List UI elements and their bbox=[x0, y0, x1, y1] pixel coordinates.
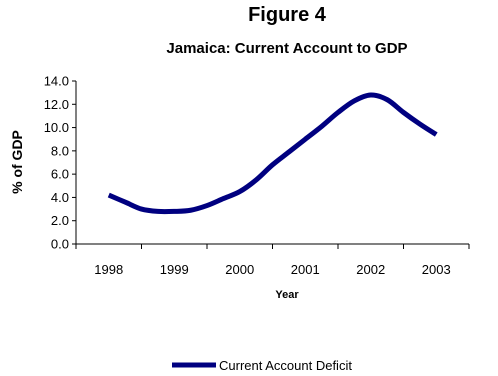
x-tick-label: 2003 bbox=[422, 262, 451, 277]
y-tick-label: 6.0 bbox=[51, 167, 69, 182]
y-tick-label: 4.0 bbox=[51, 190, 69, 205]
y-tick-label: 0.0 bbox=[51, 237, 69, 252]
x-tick-label: 2002 bbox=[356, 262, 385, 277]
y-tick-label: 14.0 bbox=[44, 74, 69, 89]
series-layer bbox=[107, 92, 438, 215]
legend-label: Current Account Deficit bbox=[219, 358, 352, 373]
y-ticks: 0.0 2.0 4.0 6.0 8.0 10.0 12.0 14.0 bbox=[44, 74, 76, 252]
x-tick-label: 1998 bbox=[94, 262, 123, 277]
x-tick-label: 2001 bbox=[291, 262, 320, 277]
series-line-current-account-deficit bbox=[107, 92, 438, 215]
y-axis-label: % of GDP bbox=[9, 130, 25, 194]
y-tick-label: 2.0 bbox=[51, 213, 69, 228]
x-ticks: 1998 1999 2000 2001 2002 2003 bbox=[75, 244, 470, 277]
y-tick-label: 12.0 bbox=[44, 97, 69, 112]
chart-title: Figure 4 bbox=[248, 4, 327, 26]
legend: Current Account Deficit bbox=[172, 358, 352, 373]
x-axis-label: Year bbox=[275, 289, 299, 301]
chart-subtitle: Jamaica: Current Account to GDP bbox=[166, 40, 407, 57]
y-tick-label: 8.0 bbox=[51, 143, 69, 158]
x-tick-label: 2000 bbox=[225, 262, 254, 277]
x-tick-label: 1999 bbox=[160, 262, 189, 277]
y-tick-label: 10.0 bbox=[44, 120, 69, 135]
